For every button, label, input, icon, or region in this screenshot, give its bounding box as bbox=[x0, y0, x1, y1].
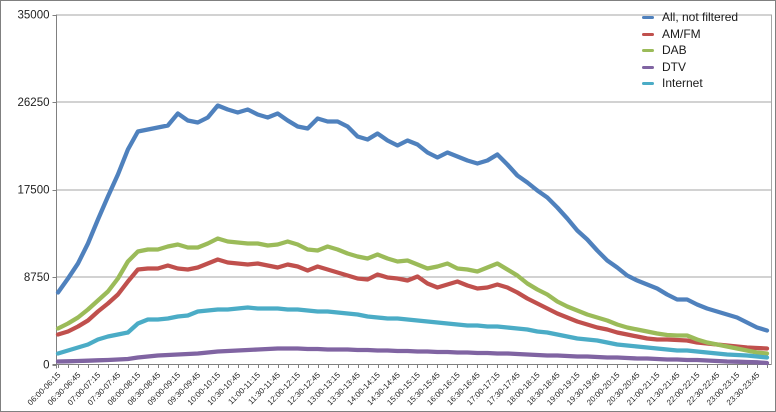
legend-label: AM/FM bbox=[662, 26, 701, 41]
y-tick-label: 8750 bbox=[24, 272, 50, 284]
y-tick-label: 35000 bbox=[18, 10, 50, 22]
legend-label: DAB bbox=[662, 43, 687, 58]
axes bbox=[52, 14, 772, 369]
legend-item: AM/FM bbox=[642, 26, 738, 42]
legend-swatch-amfm bbox=[642, 32, 654, 36]
legend-swatch-all bbox=[642, 16, 654, 20]
legend-label: All, not filtered bbox=[662, 10, 739, 25]
y-tick-label: 17500 bbox=[18, 185, 50, 197]
legend-swatch-dtv bbox=[642, 65, 654, 69]
series-line-dtv bbox=[55, 346, 770, 366]
y-tick-label: 26250 bbox=[18, 97, 50, 109]
y-axis-labels: 0 8750 17500 26250 35000 bbox=[18, 10, 50, 372]
legend-item: Internet bbox=[642, 77, 738, 91]
legend-label: DTV bbox=[662, 59, 686, 74]
series-line-dab bbox=[55, 236, 770, 356]
series-line-am-fm bbox=[55, 257, 770, 351]
legend: All, not filtered AM/FM DAB DTV Internet bbox=[642, 11, 738, 91]
series-line-internet bbox=[55, 305, 770, 360]
series-line-all-not-filtered bbox=[55, 103, 770, 333]
legend-label: Internet bbox=[662, 76, 703, 91]
legend-item: DTV bbox=[642, 59, 738, 75]
legend-swatch-dab bbox=[642, 49, 654, 53]
legend-swatch-internet bbox=[642, 82, 654, 86]
y-tick-label: 0 bbox=[43, 360, 49, 372]
legend-item: All, not filtered bbox=[642, 11, 738, 25]
x-axis-labels: 06:00-06:1506:30-06:4507:00-07:1507:30-0… bbox=[26, 370, 762, 407]
legend-item: DAB bbox=[642, 44, 738, 58]
